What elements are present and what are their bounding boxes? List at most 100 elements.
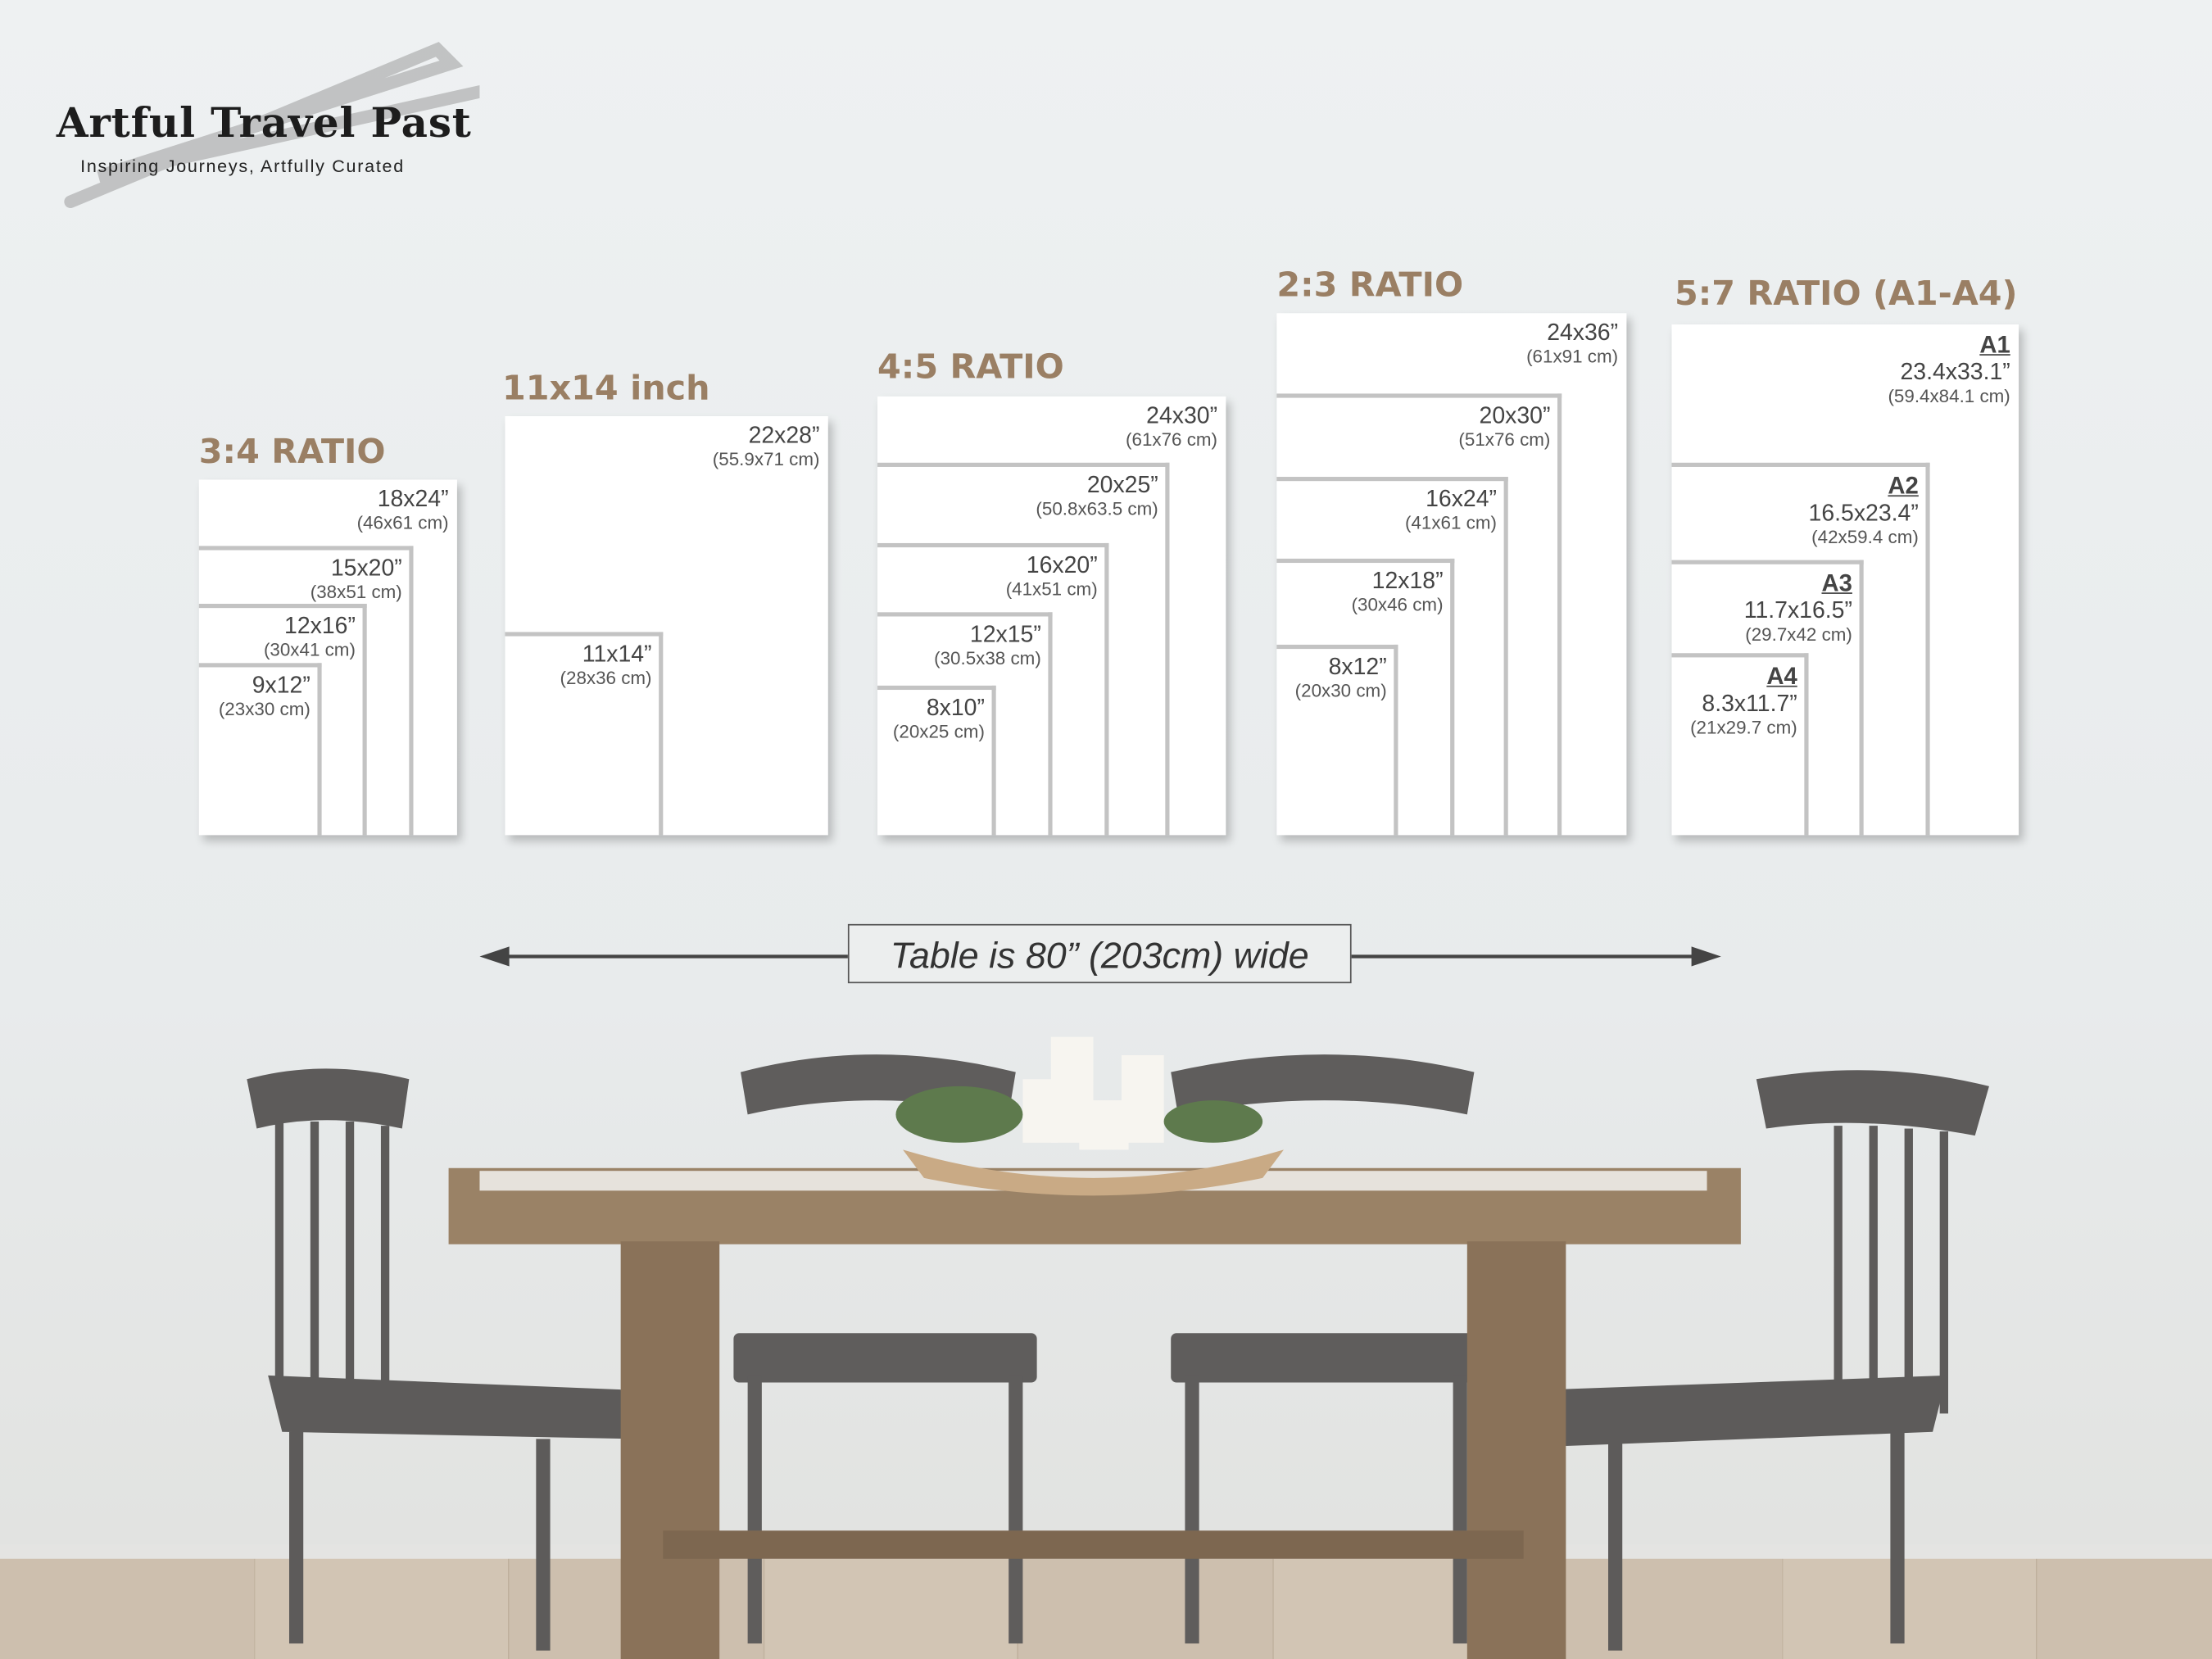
size-inches: 16.5x23.4” <box>1808 500 1919 526</box>
size-centimeters: (29.7x42 cm) <box>1745 623 1852 645</box>
group-label: 3:4 RATIO <box>198 431 386 472</box>
frame-size-outline <box>1276 558 1455 836</box>
paper-size-name: A2 <box>1888 472 1919 500</box>
dining-set-illustration <box>247 1036 1989 1659</box>
size-inches: 8.3x11.7” <box>1702 690 1797 716</box>
table-width-label: Table is 80” (203cm) wide <box>847 923 1352 984</box>
frame-size-panel <box>1671 324 2019 836</box>
size-centimeters: (59.4x84.1 cm) <box>1888 384 2010 406</box>
brand-tagline: Inspiring Journeys, Artfully Curated <box>80 156 405 177</box>
frame-size-panel <box>198 479 457 836</box>
size-inches: 8x12” <box>1328 654 1387 680</box>
size-label: 12x18” (30x46 cm) <box>1352 569 1444 616</box>
size-centimeters: (21x29.7 cm) <box>1690 715 1797 737</box>
brush-stroke-logo <box>64 42 480 208</box>
size-inches: 24x36” <box>1547 320 1619 346</box>
size-centimeters: (41x51 cm) <box>1005 578 1098 600</box>
size-centimeters: (61x76 cm) <box>1126 428 1218 451</box>
size-inches: 23.4x33.1” <box>1900 359 2010 385</box>
size-inches: 11x14” <box>582 641 652 668</box>
size-label: 12x16” (30x41 cm) <box>264 614 356 661</box>
size-centimeters: (28x36 cm) <box>560 667 652 689</box>
size-label: 12x15” (30.5x38 cm) <box>934 622 1041 669</box>
size-label: 22x28” (55.9x71 cm) <box>713 424 820 471</box>
wood-floor <box>0 1558 2212 1659</box>
brand-title: Artful Travel Past <box>56 98 472 147</box>
frame-size-outline <box>1276 393 1562 836</box>
size-centimeters: (61x91 cm) <box>1526 345 1619 367</box>
size-inches: 11.7x16.5” <box>1743 597 1852 623</box>
size-label: 16x24” (41x61 cm) <box>1405 487 1497 534</box>
frame-size-outline <box>505 632 664 836</box>
paper-size-name: A4 <box>1766 663 1797 691</box>
size-inches: 8x10” <box>926 695 985 721</box>
chair-left <box>247 1068 635 1651</box>
size-label: 24x36” (61x91 cm) <box>1526 320 1618 368</box>
frame-size-outline <box>877 612 1053 836</box>
size-label: 18x24” (46x61 cm) <box>357 487 449 534</box>
frame-size-outline <box>1671 653 1809 836</box>
size-label: A4 8.3x11.7” (21x29.7 cm) <box>1690 663 1797 738</box>
size-label: 8x12” (20x30 cm) <box>1295 655 1387 702</box>
size-inches: 24x30” <box>1146 403 1218 429</box>
size-centimeters: (42x59.4 cm) <box>1811 525 1919 547</box>
size-inches: 12x16” <box>284 614 356 640</box>
size-label: 20x30” (51x76 cm) <box>1458 403 1550 451</box>
size-inches: 20x30” <box>1479 403 1551 429</box>
size-label: 24x30” (61x76 cm) <box>1126 403 1217 451</box>
size-label: A3 11.7x16.5” (29.7x42 cm) <box>1744 570 1852 646</box>
frame-size-outline <box>877 685 996 836</box>
chair-back-right <box>1171 1054 1475 1644</box>
size-inches: 16x24” <box>1426 487 1497 513</box>
size-centimeters: (50.8x63.5 cm) <box>1036 497 1158 519</box>
size-centimeters: (30x46 cm) <box>1351 593 1444 615</box>
size-centimeters: (38x51 cm) <box>310 581 402 603</box>
group-label: 11x14 inch <box>502 368 710 408</box>
frame-size-outline <box>1671 560 1864 836</box>
frame-size-outline <box>1671 462 1930 836</box>
size-centimeters: (30.5x38 cm) <box>934 647 1041 669</box>
size-label: 8x10” (20x25 cm) <box>893 696 985 743</box>
size-inches: 9x12” <box>252 673 310 699</box>
dining-table <box>448 1167 1741 1659</box>
size-label: A2 16.5x23.4” (42x59.4 cm) <box>1809 473 1919 548</box>
group-label: 4:5 RATIO <box>877 347 1064 387</box>
size-centimeters: (51x76 cm) <box>1458 428 1551 451</box>
frame-size-outline <box>198 663 322 836</box>
size-inches: 18x24” <box>377 487 449 513</box>
centerpiece <box>895 1036 1284 1196</box>
group-label: 2:3 RATIO <box>1276 265 1464 305</box>
size-label: 15x20” (38x51 cm) <box>310 555 402 603</box>
size-label: A1 23.4x33.1” (59.4x84.1 cm) <box>1888 332 2010 407</box>
size-centimeters: (20x25 cm) <box>892 720 985 742</box>
frame-size-panel <box>505 415 828 836</box>
size-label: 9x12” (23x30 cm) <box>219 673 310 720</box>
size-label: 16x20” (41x51 cm) <box>1006 553 1098 601</box>
size-inches: 16x20” <box>1026 553 1098 578</box>
frame-size-outline <box>1276 644 1398 836</box>
size-inches: 22x28” <box>748 423 820 449</box>
frame-size-outline <box>198 546 414 836</box>
chair-right <box>1552 1070 1989 1651</box>
group-label: 5:7 RATIO (A1-A4) <box>1674 274 2018 314</box>
size-inches: 15x20” <box>330 555 402 582</box>
frame-size-outline <box>198 603 367 836</box>
frame-size-outline <box>877 542 1109 836</box>
size-centimeters: (23x30 cm) <box>218 698 310 720</box>
paper-size-name: A1 <box>1979 331 2010 359</box>
frame-size-outline <box>1276 477 1508 836</box>
size-centimeters: (20x30 cm) <box>1294 679 1387 701</box>
size-centimeters: (41x61 cm) <box>1404 512 1497 533</box>
size-label: 20x25” (50.8x63.5 cm) <box>1036 473 1158 520</box>
paper-size-name: A3 <box>1821 569 1852 597</box>
size-centimeters: (30x41 cm) <box>263 638 356 660</box>
frame-size-outline <box>877 462 1170 836</box>
size-label: 11x14” (28x36 cm) <box>560 641 652 689</box>
size-centimeters: (46x61 cm) <box>356 512 449 533</box>
size-inches: 20x25” <box>1086 472 1158 498</box>
chair-back-left <box>733 1054 1037 1644</box>
size-inches: 12x15” <box>969 622 1041 648</box>
size-inches: 12x18” <box>1371 568 1444 594</box>
size-centimeters: (55.9x71 cm) <box>712 448 820 470</box>
